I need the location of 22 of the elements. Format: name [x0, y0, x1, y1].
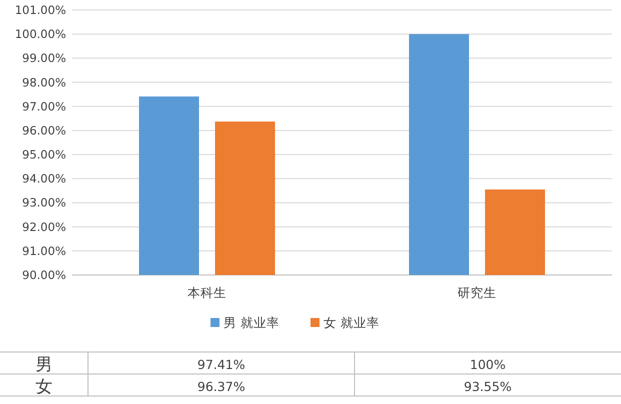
y-tick-label: 92.00%: [22, 220, 66, 234]
legend-label: 男 就业率: [224, 315, 280, 330]
y-tick-label: 98.00%: [22, 75, 66, 90]
data-label: 96.37%: [197, 379, 246, 394]
x-tick-label: 研究生: [458, 285, 496, 300]
y-tick-label: 99.00%: [22, 51, 66, 66]
data-label: 93.55%: [464, 379, 512, 394]
y-tick-label: 96.00%: [22, 123, 66, 138]
y-tick-label: 91.00%: [22, 244, 66, 258]
data-label: 97.41%: [197, 357, 246, 372]
text: 女: [36, 377, 52, 397]
y-tick-label: 97.00%: [22, 99, 66, 114]
y-tick-label: 90.00%: [22, 268, 66, 282]
text: 男: [36, 355, 52, 375]
y-tick-label: 93.00%: [22, 196, 66, 210]
y-tick-label: 94.00%: [22, 172, 66, 186]
y-tick-label: 95.00%: [22, 148, 66, 162]
data-label: 100%: [470, 357, 506, 372]
x-tick-label: 本科生: [188, 285, 226, 300]
y-tick-label: 100.00%: [14, 27, 66, 42]
legend-label: 女 就业率: [324, 315, 380, 330]
y-tick-label: 101.00%: [14, 3, 66, 17]
